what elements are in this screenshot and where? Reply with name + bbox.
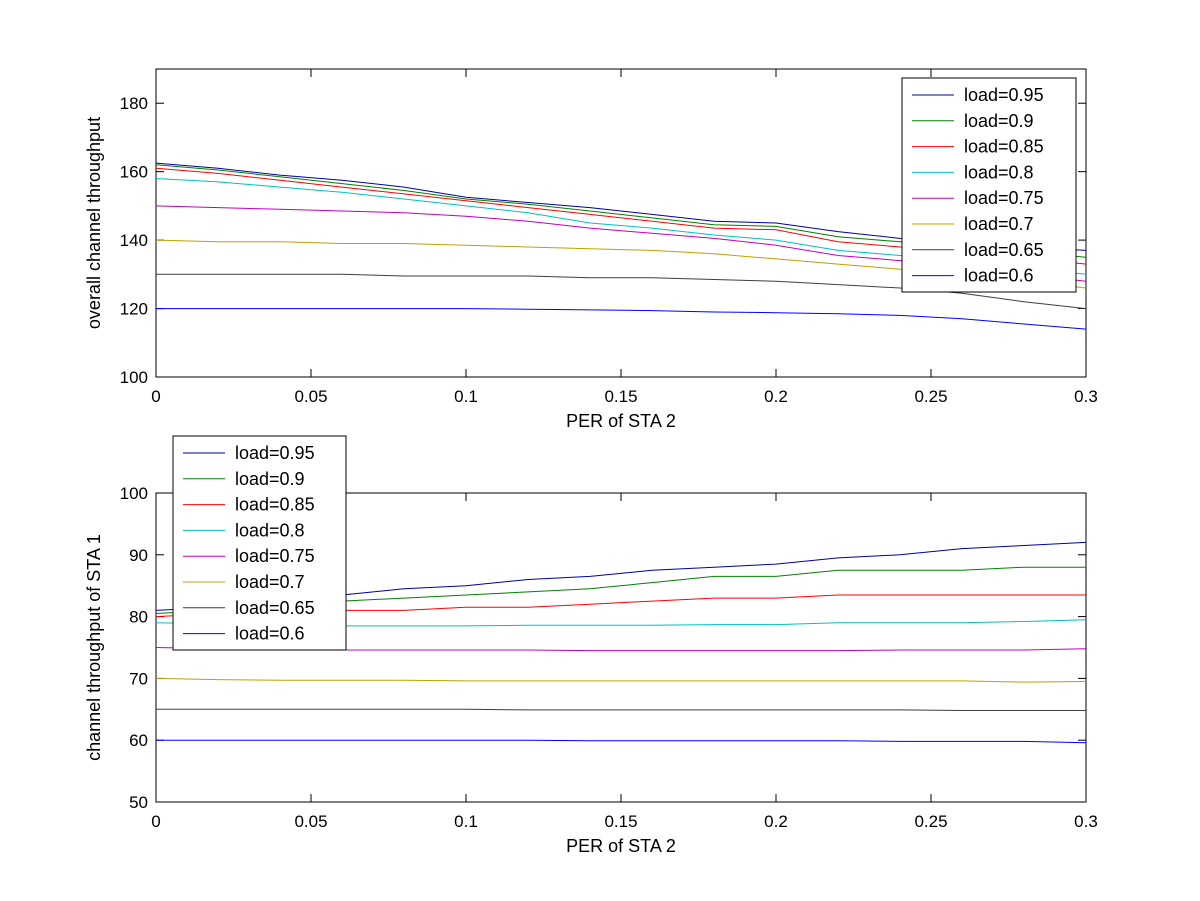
bottom-y-tick-label: 60 [129, 731, 148, 750]
bottom-y-tick-label: 100 [120, 484, 148, 503]
bottom-legend-entry: load=0.75 [235, 546, 315, 566]
bottom-x-tick-label: 0.1 [454, 812, 478, 831]
bottom-x-tick-label: 0.2 [764, 812, 788, 831]
top-y-tick-label: 140 [120, 231, 148, 250]
top-series-line-load-0-6 [156, 308, 1087, 330]
bottom-series-line-load-0-7 [155, 677, 1087, 683]
top-x-tick-label: 0.2 [764, 387, 788, 406]
top-chart: 0 0.05 0.1 0.15 0.2 0.25 0.3 100 120 140 160 180 PER… [84, 68, 1098, 431]
bottom-y-axis-label: channel throughput of STA 1 [84, 534, 104, 761]
bottom-series-line-load-0-65 [156, 708, 1086, 711]
bottom-x-tick-label: 0.05 [294, 812, 327, 831]
bottom-y-tick-label: 80 [129, 608, 148, 627]
top-legend-entry: load=0.75 [964, 188, 1044, 208]
bottom-legend: load=0.95 load=0.9 load=0.85 load=0.8 load=0… [172, 435, 347, 651]
top-x-tick-label: 0.3 [1074, 387, 1098, 406]
top-legend-entry: load=0.65 [964, 240, 1044, 260]
bottom-legend-entry: load=0.95 [235, 443, 315, 463]
bottom-legend-entry: load=0.8 [235, 520, 305, 540]
top-x-tick-label: 0.15 [604, 387, 637, 406]
bottom-x-tick-label: 0.15 [604, 812, 637, 831]
bottom-series-line-load-0-6 [156, 739, 1087, 744]
bottom-y-tick-label: 50 [129, 793, 148, 812]
bottom-legend-entry: load=0.65 [235, 598, 315, 618]
top-legend: load=0.95 load=0.9 load=0.85 load=0.8 load=0… [901, 77, 1077, 293]
bottom-legend-entry: load=0.6 [235, 624, 305, 644]
top-x-tick-label: 0.1 [454, 387, 478, 406]
top-y-tick-label: 120 [120, 300, 148, 319]
top-legend-entry: load=0.9 [964, 111, 1034, 131]
bottom-x-tick-label: 0.3 [1074, 812, 1098, 831]
top-legend-box [901, 77, 1077, 293]
top-y-tick-label: 180 [120, 94, 148, 113]
bottom-legend-entry: load=0.7 [235, 572, 305, 592]
top-legend-entry: load=0.7 [964, 214, 1034, 234]
top-legend-entry: load=0.6 [964, 266, 1034, 286]
top-y-tick-label: 160 [120, 163, 148, 182]
bottom-y-tick-label: 90 [129, 546, 148, 565]
bottom-x-tick-label: 0 [151, 812, 160, 831]
top-x-tick-label: 0 [151, 387, 160, 406]
bottom-legend-entry: load=0.85 [235, 495, 315, 515]
top-x-axis-label: PER of STA 2 [566, 411, 676, 431]
bottom-legend-box [172, 435, 347, 651]
top-x-tick-label: 0.05 [294, 387, 327, 406]
bottom-x-axis-label: PER of STA 2 [566, 836, 676, 856]
bottom-x-tick-label: 0.25 [914, 812, 947, 831]
top-legend-entry: load=0.85 [964, 137, 1044, 157]
bottom-chart: 0 0.05 0.1 0.15 0.2 0.25 0.3 50 60 70 80 90 100 PER o… [84, 435, 1098, 856]
top-y-axis-label: overall channel throughput [84, 117, 104, 329]
top-legend-entry: load=0.8 [964, 162, 1034, 182]
bottom-y-tick-label: 70 [129, 669, 148, 688]
bottom-legend-entry: load=0.9 [235, 469, 305, 489]
top-legend-entry: load=0.95 [964, 85, 1044, 105]
top-y-tick-label: 100 [120, 368, 148, 387]
top-x-tick-label: 0.25 [914, 387, 947, 406]
